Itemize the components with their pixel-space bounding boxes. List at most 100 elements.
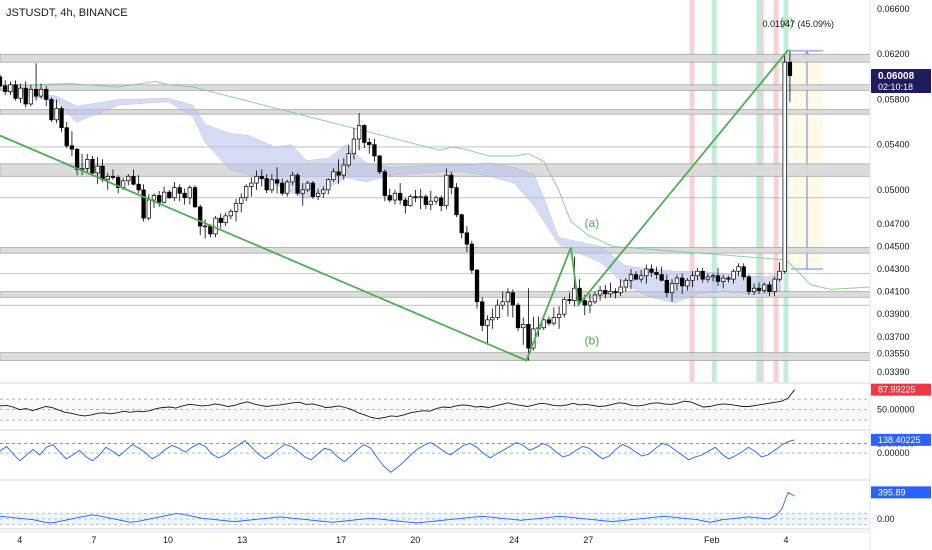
candle [141, 184, 146, 222]
candle [336, 159, 341, 185]
candle-body [705, 276, 711, 280]
candle [418, 188, 423, 210]
candle-body [741, 266, 746, 278]
candle-body [710, 275, 716, 278]
candle-body [413, 196, 418, 199]
candle [161, 186, 167, 204]
candle-body [362, 125, 367, 143]
price-tick-label: 0.03550 [877, 349, 910, 359]
candle-body [633, 274, 639, 280]
candle-body [690, 275, 695, 281]
candle-body [49, 99, 54, 121]
candle-body [64, 127, 69, 147]
candle [356, 113, 362, 151]
candle-body [664, 279, 669, 294]
candle-body [567, 299, 572, 301]
candle-body [782, 61, 787, 272]
candle-body [387, 195, 392, 201]
oscillator-third-line [0, 491, 795, 524]
candle [239, 193, 244, 213]
candle-body [485, 319, 490, 326]
candle-body [131, 175, 136, 185]
candle [551, 307, 557, 326]
time-tick-label: 13 [237, 535, 247, 545]
candle-body [136, 183, 141, 191]
candle-body [526, 324, 531, 349]
candle-body [408, 196, 413, 207]
candle-body [244, 186, 249, 199]
candle-body [680, 277, 685, 287]
ichimoku-cloud [0, 87, 782, 304]
candle [715, 267, 721, 286]
candle [490, 308, 495, 329]
time-tick-label: 24 [509, 535, 519, 545]
candle [726, 275, 731, 283]
candle-body [777, 270, 782, 280]
candle-body [449, 174, 454, 188]
wave-label-c: (c) [780, 15, 794, 29]
candle-body [582, 300, 587, 306]
candle-body [249, 182, 254, 187]
candle-body [592, 294, 598, 303]
candle [449, 171, 454, 195]
candle [331, 168, 336, 182]
candle-body [726, 277, 731, 280]
candle-body [295, 174, 300, 194]
candle [423, 194, 429, 210]
elliott-pattern-line [0, 49, 790, 362]
candle-body [161, 191, 167, 203]
candle-body [649, 268, 654, 273]
osc-last-value: 395.89 [878, 487, 906, 497]
vertical-band-red [689, 0, 695, 382]
candle-body [715, 275, 721, 282]
oscillator-cci-line [0, 439, 795, 473]
candle-body [305, 182, 310, 191]
candle [74, 148, 80, 176]
candle-body [736, 266, 741, 272]
price-tick-label: 0.03900 [877, 309, 910, 319]
candle-body [721, 277, 726, 282]
candle-body [464, 232, 470, 245]
candle-body [751, 287, 757, 292]
candle-body [90, 159, 95, 174]
candle [526, 288, 531, 361]
price-tick-label: 0.05800 [877, 94, 910, 104]
candle-body [285, 181, 290, 194]
candle [433, 195, 439, 205]
candle [680, 273, 685, 294]
price-tick-label: 0.04300 [877, 264, 910, 274]
price-tick-label: 0.06600 [877, 4, 910, 14]
price-tick-label: 0.05400 [877, 140, 910, 150]
osc-tick-label: 0.00000 [877, 448, 910, 458]
candle-body [146, 199, 151, 219]
candle [644, 264, 649, 284]
candle-body [659, 274, 664, 281]
candle-body [356, 125, 362, 140]
price-tick-label: 0.03700 [877, 332, 910, 342]
candle-body [254, 175, 259, 184]
candle-body [623, 279, 628, 288]
candle [756, 282, 762, 294]
candle-body [346, 153, 351, 166]
candle-body [13, 84, 18, 99]
candle [300, 183, 305, 206]
candle-body [182, 192, 187, 199]
candle [315, 188, 321, 201]
time-tick-label: 17 [336, 535, 346, 545]
candle [136, 175, 141, 194]
candle [192, 185, 198, 208]
candle [690, 271, 695, 288]
support-zone [0, 247, 871, 254]
candle-body [418, 196, 423, 199]
candle-body [59, 108, 64, 129]
support-zone [0, 53, 871, 63]
candle-body [510, 292, 516, 306]
candle [49, 97, 54, 123]
candle-body [23, 87, 28, 105]
candle [274, 167, 280, 194]
candle-body [172, 187, 177, 199]
candle-body [428, 200, 433, 205]
candle-body [469, 243, 474, 271]
candle-body [403, 199, 408, 207]
